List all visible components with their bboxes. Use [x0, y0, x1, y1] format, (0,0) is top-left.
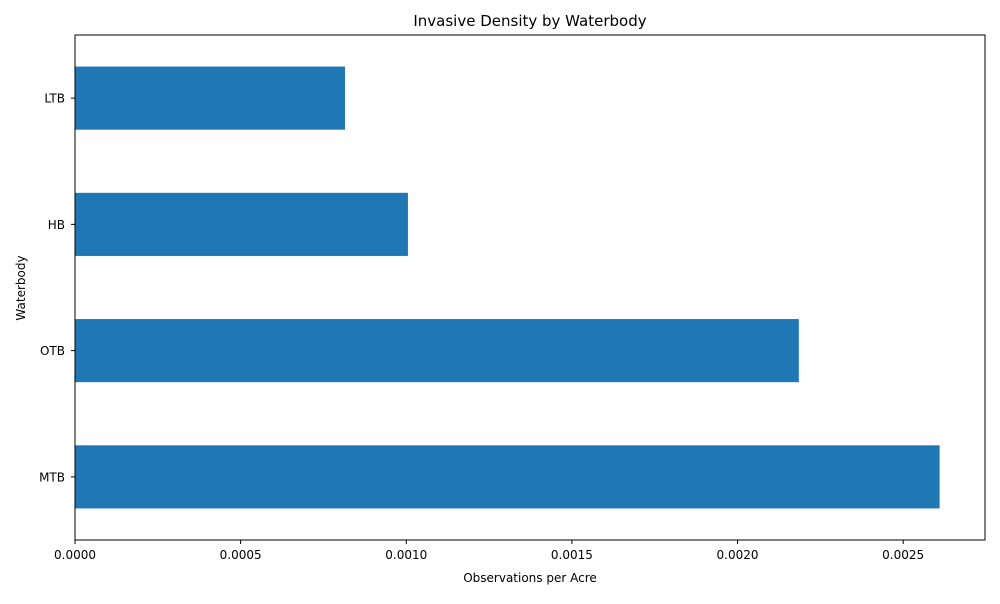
y-axis-label: Waterbody [14, 255, 28, 320]
x-tick-label: 0.0005 [220, 548, 262, 562]
x-tick-label: 0.0025 [882, 548, 924, 562]
x-axis-ticks: 0.0000 0.0005 0.0010 0.0015 0.0020 0.0025 [54, 540, 924, 562]
x-tick-label: 0.0000 [54, 548, 96, 562]
plot-frame [74, 34, 986, 541]
y-axis-ticks: MTB OTB HB LTB [39, 92, 75, 484]
bars-layer [75, 66, 940, 509]
bar-ltb [75, 66, 345, 130]
x-tick-label: 0.0015 [551, 548, 593, 562]
x-axis-label: Observations per Acre [463, 571, 597, 585]
bar-hb [75, 192, 408, 256]
y-tick-label: HB [48, 218, 65, 232]
chart-title: Invasive Density by Waterbody [413, 12, 646, 30]
x-tick-label: 0.0010 [385, 548, 427, 562]
y-tick-label: OTB [40, 344, 65, 358]
y-tick-label: MTB [39, 470, 65, 484]
bar-mtb [75, 445, 940, 509]
x-tick-label: 0.0020 [717, 548, 759, 562]
bar-otb [75, 319, 799, 383]
y-tick-label: LTB [44, 92, 65, 106]
